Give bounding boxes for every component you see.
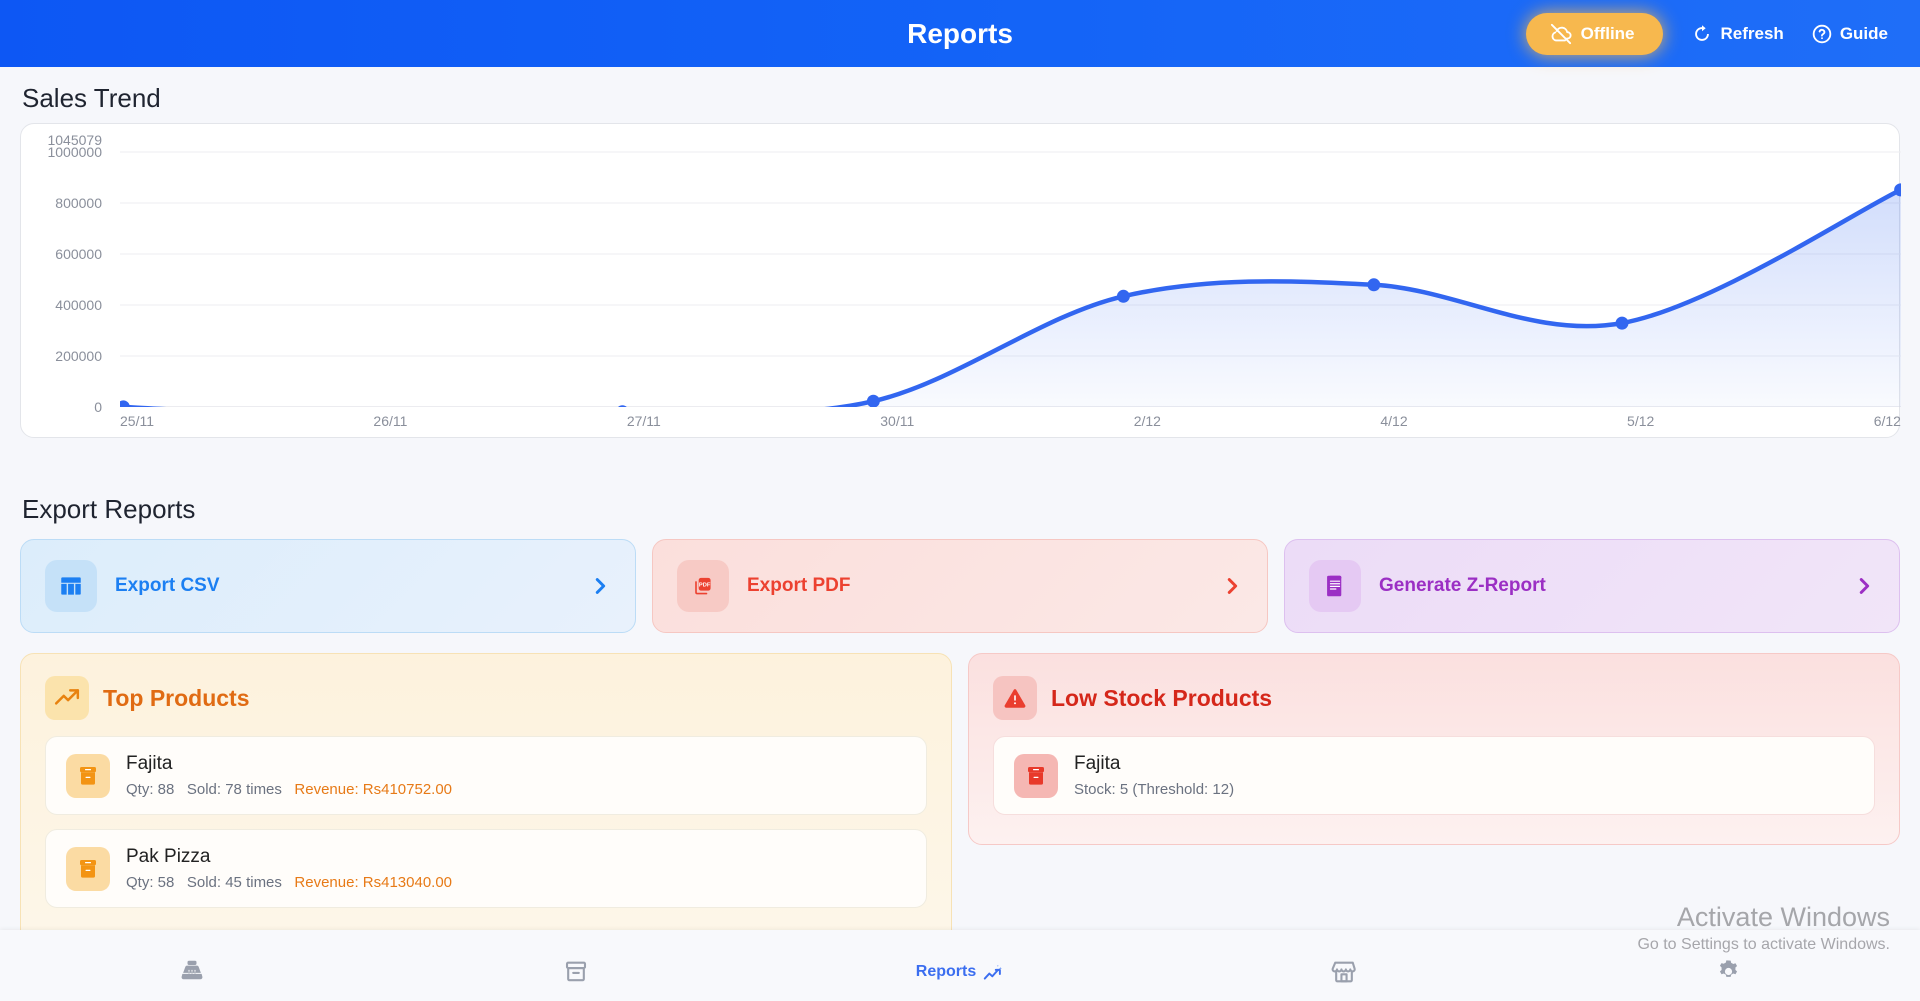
- svg-text:PDF: PDF: [699, 582, 711, 588]
